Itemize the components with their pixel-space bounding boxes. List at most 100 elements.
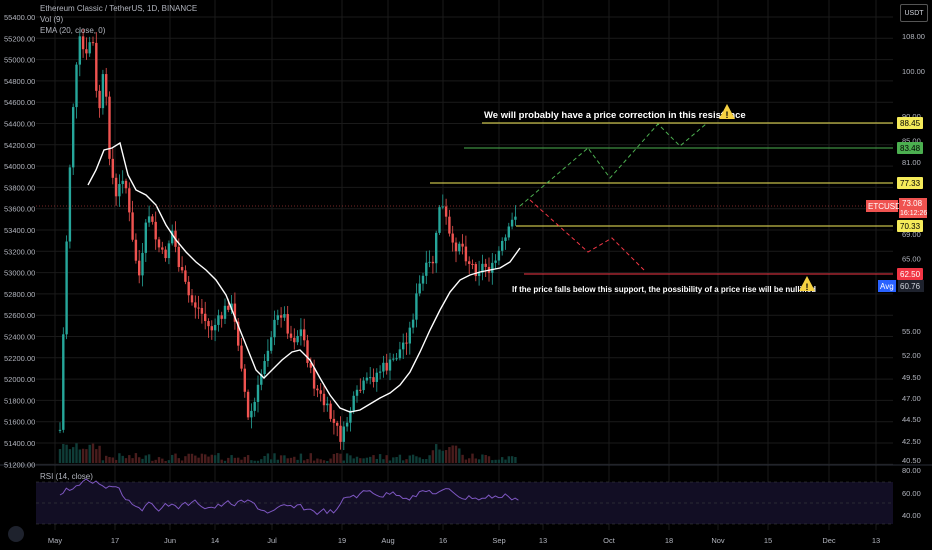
left-axis: 55400.00 55200.00 55000.00 54800.00 54600.00… — [4, 13, 35, 469]
volume-bar — [415, 456, 418, 463]
volume-bar — [204, 454, 207, 463]
ema-line — [87, 141, 521, 413]
volume-bar — [108, 457, 111, 463]
symbol-title: Ethereum Classic / TetherUS, 1D, BINANCE — [40, 4, 198, 13]
x-axis-tick: 13 — [872, 536, 880, 545]
volume-bar — [253, 460, 256, 463]
bullish-projection — [519, 123, 707, 207]
right-axis-tick: 100.00 — [902, 67, 925, 76]
candle — [484, 263, 487, 267]
candles — [58, 28, 517, 451]
key-levels — [36, 122, 893, 275]
volume-bar — [273, 453, 276, 463]
left-axis-tick: 51600.00 — [4, 418, 35, 427]
volume-bar — [164, 460, 167, 463]
candle — [474, 264, 477, 277]
x-axis-tick: 16 — [439, 536, 447, 545]
x-axis-tick: 19 — [338, 536, 346, 545]
volume-bar — [494, 459, 497, 463]
svg-text:!: ! — [806, 282, 809, 292]
candle — [81, 36, 85, 50]
volume-bar — [207, 456, 210, 463]
right-axis-tick: 55.00 — [902, 327, 921, 336]
price-tag-label: 77.33 — [900, 179, 921, 188]
candle — [468, 261, 471, 264]
volume-bar — [95, 449, 98, 463]
price-tag-label: 62.50 — [900, 270, 921, 279]
candle — [88, 42, 91, 54]
volume-bar — [405, 459, 408, 463]
volume-bar — [289, 457, 293, 463]
volume-bar — [171, 454, 174, 463]
volume-bar — [378, 454, 382, 463]
rsi-indicator-label[interactable]: RSI (14, close) — [40, 472, 93, 481]
ema-indicator-label[interactable]: EMA (20, close, 0) — [40, 26, 106, 35]
candle — [256, 384, 260, 402]
volume-bar — [85, 449, 88, 463]
avg-value-tag — [898, 280, 924, 292]
candle — [263, 361, 266, 375]
candle — [128, 188, 131, 213]
volume-bar — [385, 455, 388, 463]
volume-indicator-label[interactable]: Vol (9) — [40, 15, 64, 24]
volume-bar — [105, 455, 108, 463]
candle — [273, 319, 276, 338]
volume-bar — [501, 457, 504, 463]
volume-bar — [471, 453, 474, 463]
candle — [276, 315, 279, 320]
volume-bar — [88, 444, 91, 463]
right-axis-tick: 47.00 — [902, 394, 921, 403]
volume-bar — [230, 455, 233, 463]
left-axis-tick: 55000.00 — [4, 56, 35, 65]
candle — [286, 314, 289, 334]
right-axis-tick: 108.00 — [902, 32, 925, 41]
x-axis-tick: Aug — [381, 536, 394, 545]
left-axis-tick: 54000.00 — [4, 162, 35, 171]
candle — [184, 270, 187, 282]
candle — [392, 358, 395, 360]
candle — [415, 293, 418, 320]
candle — [332, 418, 336, 423]
volume-bar — [58, 449, 62, 463]
x-axis-tick: Jun — [164, 536, 176, 545]
resistance-note: We will probably have a price correction… — [484, 110, 746, 121]
support-note: If the price falls below this support, t… — [512, 285, 816, 294]
volume-bar — [418, 457, 421, 463]
candle — [375, 372, 378, 382]
rsi-line — [59, 478, 519, 516]
x-axis-tick: Nov — [711, 536, 725, 545]
candle — [395, 358, 398, 360]
candle — [326, 403, 329, 406]
candle — [342, 426, 345, 442]
left-axis-tick: 51800.00 — [4, 396, 35, 405]
candle — [345, 422, 349, 427]
volume-bar — [306, 459, 309, 463]
candle — [293, 337, 296, 343]
volume-bar — [339, 453, 342, 463]
candle — [131, 212, 134, 240]
volume-bar — [464, 459, 468, 463]
volume-bar — [190, 453, 194, 463]
candle — [240, 345, 243, 369]
volume-bar — [312, 460, 316, 463]
currency-badge[interactable]: USDT — [900, 4, 928, 22]
last-price-tag — [899, 198, 927, 218]
candle — [408, 327, 411, 344]
volume-bar — [161, 458, 164, 463]
candle — [65, 241, 68, 335]
candle — [352, 395, 355, 411]
candle — [194, 302, 197, 308]
right-axis-tick: 90.00 — [902, 112, 921, 121]
left-axis-tick: 53400.00 — [4, 226, 35, 235]
volume-bar — [240, 459, 243, 463]
candle — [75, 64, 78, 108]
candle — [359, 389, 362, 391]
volume-bar — [322, 460, 326, 463]
left-axis-tick: 53800.00 — [4, 183, 35, 192]
volume-bar — [223, 460, 227, 463]
volume-bar — [484, 454, 487, 463]
candle — [349, 410, 352, 423]
volume-bar — [352, 458, 355, 463]
left-axis-tick: 54200.00 — [4, 141, 35, 150]
